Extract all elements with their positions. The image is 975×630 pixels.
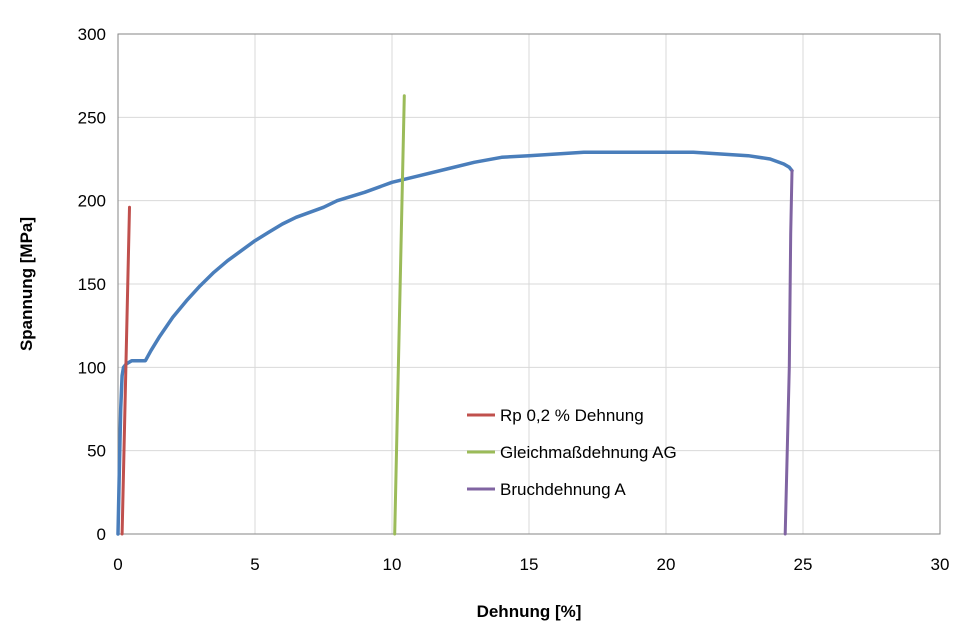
x-tick-label: 20 <box>657 555 676 574</box>
series-layer <box>116 94 794 536</box>
legend-entry-label: Bruchdehnung A <box>500 480 626 499</box>
y-tick-label: 200 <box>78 192 106 211</box>
y-tick-label: 100 <box>78 358 106 377</box>
plot-area-border <box>117 33 941 535</box>
x-tick-label: 15 <box>520 555 539 574</box>
y-tick-label: 150 <box>78 275 106 294</box>
x-axis-tick-labels: 0 5 10 15 20 25 30 <box>113 555 949 574</box>
x-tick-label: 10 <box>383 555 402 574</box>
x-tick-label: 25 <box>794 555 813 574</box>
y-axis-tick-labels: 0 50 100 150 200 250 300 <box>78 25 106 544</box>
y-tick-label: 0 <box>97 525 106 544</box>
x-tick-label: 0 <box>113 555 122 574</box>
series-line-2 <box>393 94 406 536</box>
y-tick-label: 250 <box>78 108 106 127</box>
legend-entry-label: Gleichmaßdehnung AG <box>500 443 677 462</box>
x-axis-title: Dehnung [%] <box>477 602 582 621</box>
y-tick-label: 300 <box>78 25 106 44</box>
series-line-3 <box>783 169 794 536</box>
legend-entry-label: Rp 0,2 % Dehnung <box>500 406 644 425</box>
x-tick-label: 5 <box>250 555 259 574</box>
legend: Rp 0,2 % Dehnung Gleichmaßdehnung AG Bruch… <box>467 406 677 499</box>
y-axis-title: Spannung [MPa] <box>17 217 36 351</box>
series-line-0 <box>116 150 794 536</box>
x-tick-label: 30 <box>931 555 950 574</box>
series-line-1 <box>120 205 131 536</box>
y-tick-label: 50 <box>87 442 106 461</box>
